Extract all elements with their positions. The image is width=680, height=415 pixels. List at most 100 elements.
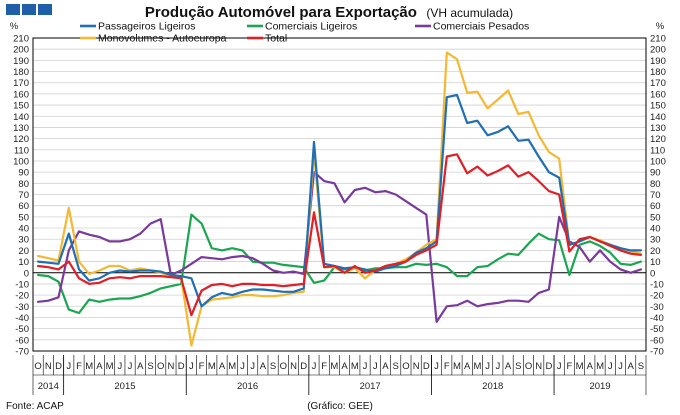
y-tick-label-left: 190 bbox=[13, 56, 29, 67]
y-tick-label-left: 80 bbox=[18, 179, 29, 190]
x-month-label: F bbox=[76, 361, 82, 372]
x-month-label: M bbox=[106, 361, 114, 372]
y-tick-label-left: 10 bbox=[18, 257, 29, 268]
y-tick-label-right: 50 bbox=[650, 212, 661, 223]
y-tick-label-right: -50 bbox=[650, 324, 664, 335]
y-tick-label-right: 120 bbox=[650, 134, 666, 145]
x-month-label: A bbox=[96, 361, 103, 372]
x-month-label: M bbox=[330, 361, 338, 372]
y-tick-label-right: 170 bbox=[650, 78, 666, 89]
y-tick-label-right: 0 bbox=[650, 268, 655, 279]
x-year-label: 2016 bbox=[237, 381, 258, 392]
x-month-label: S bbox=[393, 361, 399, 372]
x-month-label: J bbox=[117, 361, 122, 372]
x-month-label: O bbox=[402, 361, 409, 372]
x-month-label: D bbox=[55, 361, 62, 372]
series-line-monovolumes-autoeuropa bbox=[36, 51, 643, 347]
series-line-comerciais-ligeiros bbox=[36, 213, 643, 315]
y-tick-label-left: 120 bbox=[13, 134, 29, 145]
x-month-label: N bbox=[45, 361, 52, 372]
series-line-total bbox=[36, 153, 643, 317]
y-tick-label-right: 190 bbox=[650, 56, 666, 67]
logo-squares bbox=[6, 4, 52, 15]
y-tick-label-right: 110 bbox=[650, 145, 665, 156]
y-tick-label-right: 210 bbox=[650, 34, 666, 45]
legend-label: Passageiros Ligeiros bbox=[98, 21, 195, 33]
y-tick-label-right: 10 bbox=[650, 257, 661, 268]
y-tick-label-left: -60 bbox=[15, 335, 29, 346]
x-month-label: M bbox=[85, 361, 93, 372]
x-month-label: N bbox=[535, 361, 542, 372]
x-month-label: A bbox=[341, 361, 348, 372]
y-tick-label-left: -30 bbox=[15, 302, 29, 313]
y-unit-right: % bbox=[656, 21, 665, 32]
x-year-label: 2015 bbox=[114, 381, 135, 392]
x-month-label: A bbox=[628, 361, 635, 372]
y-tick-label-right: 20 bbox=[650, 246, 661, 257]
x-month-label: J bbox=[312, 361, 317, 372]
x-month-label: N bbox=[413, 361, 420, 372]
y-tick-label-left: -20 bbox=[15, 291, 29, 302]
y-tick-label-left: 60 bbox=[18, 201, 29, 212]
y-tick-label-right: 150 bbox=[650, 101, 666, 112]
x-month-label: D bbox=[178, 361, 185, 372]
logo-square-1 bbox=[6, 4, 20, 15]
y-tick-label-right: 100 bbox=[650, 156, 666, 167]
x-month-label: J bbox=[373, 361, 378, 372]
series-lines bbox=[36, 51, 643, 347]
x-year-label: 2014 bbox=[38, 381, 59, 392]
legend-label: Comerciais Pesados bbox=[433, 21, 529, 33]
y-tick-label-left: 70 bbox=[18, 190, 29, 201]
chart-title: Produção Automóvel para Exportação bbox=[145, 4, 417, 21]
y-tick-label-right: 70 bbox=[650, 190, 661, 201]
y-tick-label-left: 210 bbox=[13, 34, 29, 45]
credit-note: (Gráfico: GEE) bbox=[307, 401, 373, 412]
y-tick-label-right: -40 bbox=[650, 313, 664, 324]
series-line-comerciais-pesados bbox=[36, 171, 643, 323]
y-tick-label-right: 90 bbox=[650, 168, 661, 179]
x-month-label: O bbox=[34, 361, 41, 372]
x-month-label: M bbox=[596, 361, 604, 372]
y-tick-label-left: 50 bbox=[18, 212, 29, 223]
legend-label: Total bbox=[265, 33, 287, 45]
x-month-label: A bbox=[464, 361, 471, 372]
x-month-label: M bbox=[228, 361, 236, 372]
x-month-label: J bbox=[128, 361, 133, 372]
x-year-label: 2018 bbox=[482, 381, 503, 392]
x-month-label: M bbox=[453, 361, 461, 372]
y-tick-label-left: -50 bbox=[15, 324, 29, 335]
x-month-label: O bbox=[157, 361, 164, 372]
chart-title-line: Produção Automóvel para Exportação (VH a… bbox=[145, 4, 513, 21]
x-month-label: S bbox=[147, 361, 153, 372]
y-tick-label-left: -40 bbox=[15, 313, 29, 324]
x-month-label: J bbox=[66, 361, 71, 372]
x-month-label: A bbox=[260, 361, 267, 372]
x-month-label: J bbox=[557, 361, 562, 372]
x-month-label: A bbox=[382, 361, 389, 372]
x-month-label: S bbox=[515, 361, 521, 372]
y-tick-label-left: 140 bbox=[13, 112, 29, 123]
x-month-label: N bbox=[167, 361, 174, 372]
x-month-label: J bbox=[608, 361, 613, 372]
x-month-label: D bbox=[300, 361, 307, 372]
logo-square-2 bbox=[22, 4, 36, 15]
x-month-label: S bbox=[270, 361, 276, 372]
x-month-label: F bbox=[321, 361, 327, 372]
y-tick-label-right: -60 bbox=[650, 335, 664, 346]
x-month-label: D bbox=[546, 361, 553, 372]
y-tick-label-left: -70 bbox=[15, 347, 29, 358]
x-month-label: A bbox=[219, 361, 226, 372]
y-tick-label-right: -20 bbox=[650, 291, 664, 302]
x-year-label: 2019 bbox=[589, 381, 610, 392]
chart-subtitle: (VH acumulada) bbox=[426, 6, 513, 20]
x-month-label: J bbox=[618, 361, 623, 372]
y-tick-label-right: -30 bbox=[650, 302, 664, 313]
y-tick-label-left: 20 bbox=[18, 246, 29, 257]
x-month-label: J bbox=[485, 361, 490, 372]
y-tick-label-left: 90 bbox=[18, 168, 29, 179]
x-month-label: F bbox=[566, 361, 572, 372]
x-year-label: 2017 bbox=[360, 381, 381, 392]
y-unit-left: % bbox=[10, 21, 19, 32]
x-month-label: M bbox=[576, 361, 584, 372]
